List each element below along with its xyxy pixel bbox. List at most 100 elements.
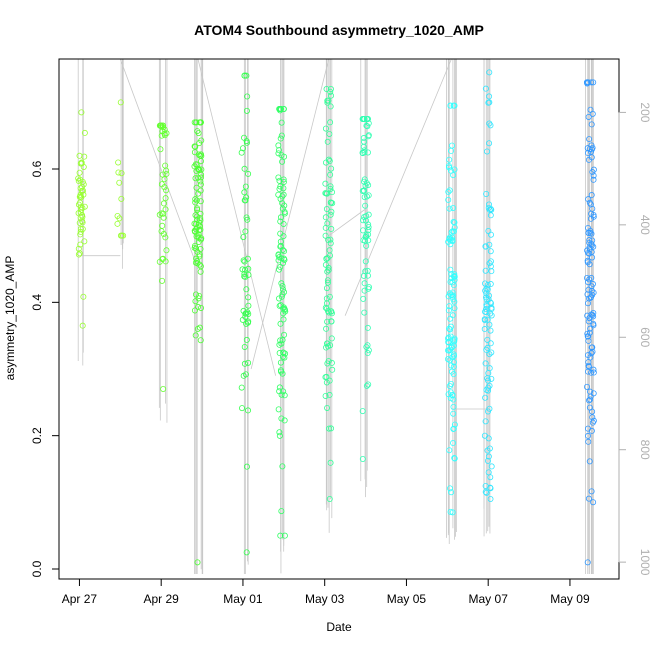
data-point (447, 102, 454, 109)
data-point (197, 246, 204, 253)
data-point (275, 406, 282, 413)
data-point (322, 232, 329, 239)
data-point (193, 255, 200, 262)
data-point (196, 166, 203, 173)
data-point (484, 336, 491, 343)
data-point (325, 309, 332, 316)
data-point (326, 425, 333, 432)
data-point (75, 175, 82, 182)
data-point (325, 97, 332, 104)
x-tick-label: May 03 (305, 592, 345, 606)
data-point (484, 148, 491, 155)
data-point (279, 370, 286, 377)
data-point (451, 166, 458, 173)
data-point (488, 463, 495, 470)
data-point (481, 317, 488, 324)
data-point (280, 388, 287, 395)
data-point (276, 432, 283, 439)
data-point (483, 346, 490, 353)
data-point (277, 359, 284, 366)
data-point (588, 369, 595, 376)
x-tick-label: Apr 29 (144, 592, 180, 606)
data-point (192, 332, 199, 339)
data-point (365, 133, 372, 140)
data-point (585, 286, 592, 293)
data-point (589, 408, 596, 415)
data-point (365, 381, 372, 388)
data-point (487, 281, 494, 288)
data-point (584, 257, 591, 264)
data-point (161, 176, 168, 183)
data-point (326, 158, 333, 165)
depth-trace-lines (77, 58, 594, 574)
x-axis: Apr 27 Apr 29 May 01 May 03 May 05 May 07 May … (62, 578, 590, 606)
data-point (326, 495, 333, 502)
data-point (81, 238, 88, 245)
data-point (277, 107, 284, 114)
data-point (447, 395, 454, 402)
data-point (329, 366, 336, 373)
data-point (195, 222, 202, 229)
data-point (482, 482, 489, 489)
data-point (277, 214, 284, 221)
data-point (487, 212, 494, 219)
data-point (590, 172, 597, 179)
data-point (450, 296, 457, 303)
data-point (585, 230, 592, 237)
data-point (585, 432, 592, 439)
data-point (244, 93, 251, 100)
data-point (328, 189, 335, 196)
data-point (590, 289, 597, 296)
data-point (584, 352, 591, 359)
data-point (194, 206, 201, 213)
data-point (245, 170, 252, 177)
data-point (445, 356, 452, 363)
data-point (241, 343, 248, 350)
data-point (159, 128, 166, 135)
data-point (445, 307, 452, 314)
data-point (328, 335, 335, 342)
y-axis: 0.0 0.2 0.4 0.6 (30, 160, 60, 577)
data-point (446, 485, 453, 492)
data-point (360, 116, 367, 123)
data-point (242, 266, 249, 273)
data-point (196, 223, 203, 230)
data-point (446, 325, 453, 332)
data-point (364, 116, 371, 123)
data-point (324, 277, 331, 284)
data-point (327, 103, 334, 110)
data-point (277, 230, 284, 237)
data-point (481, 432, 488, 439)
data-point (323, 373, 330, 380)
data-point (447, 508, 454, 515)
data-point (485, 453, 492, 460)
data-point (192, 175, 199, 182)
data-point (324, 404, 331, 411)
data-point (584, 333, 591, 340)
data-point (275, 174, 282, 181)
data-point (280, 106, 287, 113)
data-point (116, 179, 123, 186)
data-point (363, 122, 370, 129)
data-point (588, 287, 595, 294)
data-point (239, 145, 246, 152)
data-point (281, 248, 288, 255)
data-point (243, 194, 250, 201)
data-point (327, 86, 334, 93)
data-point (482, 394, 489, 401)
data-point (197, 198, 204, 205)
data-point (360, 217, 367, 224)
x-tick-label: May 01 (223, 592, 263, 606)
data-point (483, 290, 490, 297)
data-point (445, 196, 452, 203)
data-point (75, 251, 82, 258)
data-point (584, 425, 591, 432)
data-point (327, 183, 334, 190)
data-point (278, 255, 285, 262)
data-point (279, 158, 286, 165)
data-point (79, 213, 86, 220)
y-axis-label: asymmetry_1020_AMP (3, 256, 17, 381)
data-point (482, 267, 489, 274)
data-point (245, 359, 252, 366)
